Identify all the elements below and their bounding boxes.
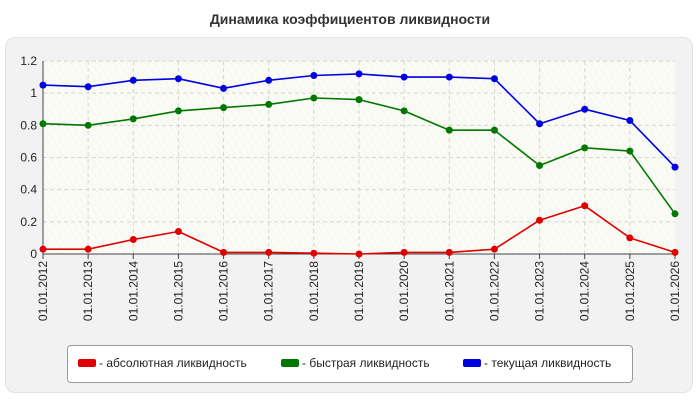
axes: 0 0.2 0.4 0.6 0.8 1 1.2 01.01.2012 01.01.2013 01.… xyxy=(20,54,682,321)
data-point-2 xyxy=(84,83,92,91)
data-point-0 xyxy=(445,248,453,256)
y-tick-label: 1.2 xyxy=(20,54,37,68)
data-point-0 xyxy=(84,245,92,253)
data-point-2 xyxy=(445,73,453,81)
data-point-0 xyxy=(129,236,137,244)
data-point-1 xyxy=(445,126,453,134)
y-tick-label: 1 xyxy=(30,86,37,100)
data-point-2 xyxy=(536,120,544,128)
data-point-1 xyxy=(490,126,498,134)
data-point-2 xyxy=(129,76,137,84)
x-tick-label: 01.01.2019 xyxy=(352,261,366,321)
data-point-2 xyxy=(671,163,679,171)
x-tick-label: 01.01.2022 xyxy=(487,261,501,321)
data-point-0 xyxy=(536,216,544,224)
data-point-1 xyxy=(355,96,363,104)
data-point-1 xyxy=(400,107,408,115)
data-point-0 xyxy=(39,245,47,253)
data-point-2 xyxy=(490,75,498,83)
data-point-2 xyxy=(174,75,182,83)
y-tick-label: 0.8 xyxy=(20,118,37,132)
data-point-0 xyxy=(581,202,589,210)
data-point-2 xyxy=(400,73,408,81)
x-tick-label: 01.01.2017 xyxy=(262,261,276,321)
legend-item-current: - текущая ликвидность xyxy=(463,355,611,370)
data-point-0 xyxy=(671,248,679,256)
data-point-2 xyxy=(355,70,363,78)
data-point-0 xyxy=(310,249,318,257)
chart-title: Динамика коэффициентов ликвидности xyxy=(209,11,491,27)
x-tick-label: 01.01.2026 xyxy=(668,261,682,321)
data-point-1 xyxy=(84,121,92,129)
data-point-2 xyxy=(220,84,228,92)
grid xyxy=(43,60,675,254)
x-tick-label: 01.01.2013 xyxy=(81,261,95,321)
data-point-0 xyxy=(265,248,273,256)
data-point-1 xyxy=(671,210,679,218)
data-point-0 xyxy=(355,250,363,258)
legend: - абсолютная ликвидность - быстрая ликви… xyxy=(67,345,633,383)
data-point-0 xyxy=(174,227,182,235)
legend-item-quick: - быстрая ликвидность xyxy=(281,355,430,370)
series-layer xyxy=(39,70,679,258)
data-point-0 xyxy=(490,245,498,253)
x-tick-label: 01.01.2016 xyxy=(217,261,231,321)
legend-label: - абсолютная ликвидность xyxy=(99,355,247,370)
data-point-1 xyxy=(174,107,182,115)
data-point-2 xyxy=(581,105,589,113)
data-point-1 xyxy=(581,144,589,152)
data-point-0 xyxy=(400,248,408,256)
data-point-2 xyxy=(310,71,318,79)
data-point-0 xyxy=(626,234,634,242)
legend-swatch-red xyxy=(78,358,96,367)
x-tick-label: 01.01.2021 xyxy=(442,261,456,321)
legend-label: - быстрая ликвидность xyxy=(302,355,430,370)
data-point-0 xyxy=(220,248,228,256)
y-tick-label: 0.4 xyxy=(20,183,37,197)
data-point-1 xyxy=(220,104,228,112)
y-tick-label: 0.2 xyxy=(20,215,37,229)
x-tick-label: 01.01.2012 xyxy=(36,261,50,321)
data-point-1 xyxy=(129,115,137,123)
x-tick-label: 01.01.2020 xyxy=(397,261,411,321)
y-tick-label: 0.6 xyxy=(20,151,37,165)
x-tick-label: 01.01.2023 xyxy=(533,261,547,321)
legend-item-absolute: - абсолютная ликвидность xyxy=(78,355,247,370)
y-tick-label: 0 xyxy=(30,247,37,261)
x-tick-label: 01.01.2014 xyxy=(126,261,140,321)
legend-swatch-green xyxy=(281,358,299,367)
data-point-1 xyxy=(626,147,634,155)
data-point-1 xyxy=(310,94,318,102)
data-point-1 xyxy=(536,162,544,170)
legend-swatch-blue xyxy=(463,358,481,367)
data-point-2 xyxy=(265,76,273,84)
data-point-1 xyxy=(39,120,47,128)
x-tick-label: 01.01.2025 xyxy=(623,261,637,321)
x-tick-label: 01.01.2015 xyxy=(171,261,185,321)
legend-label: - текущая ликвидность xyxy=(484,355,612,370)
data-point-2 xyxy=(39,81,47,89)
data-point-2 xyxy=(626,117,634,125)
x-tick-label: 01.01.2024 xyxy=(578,261,592,321)
data-point-1 xyxy=(265,100,273,108)
x-tick-label: 01.01.2018 xyxy=(307,261,321,321)
